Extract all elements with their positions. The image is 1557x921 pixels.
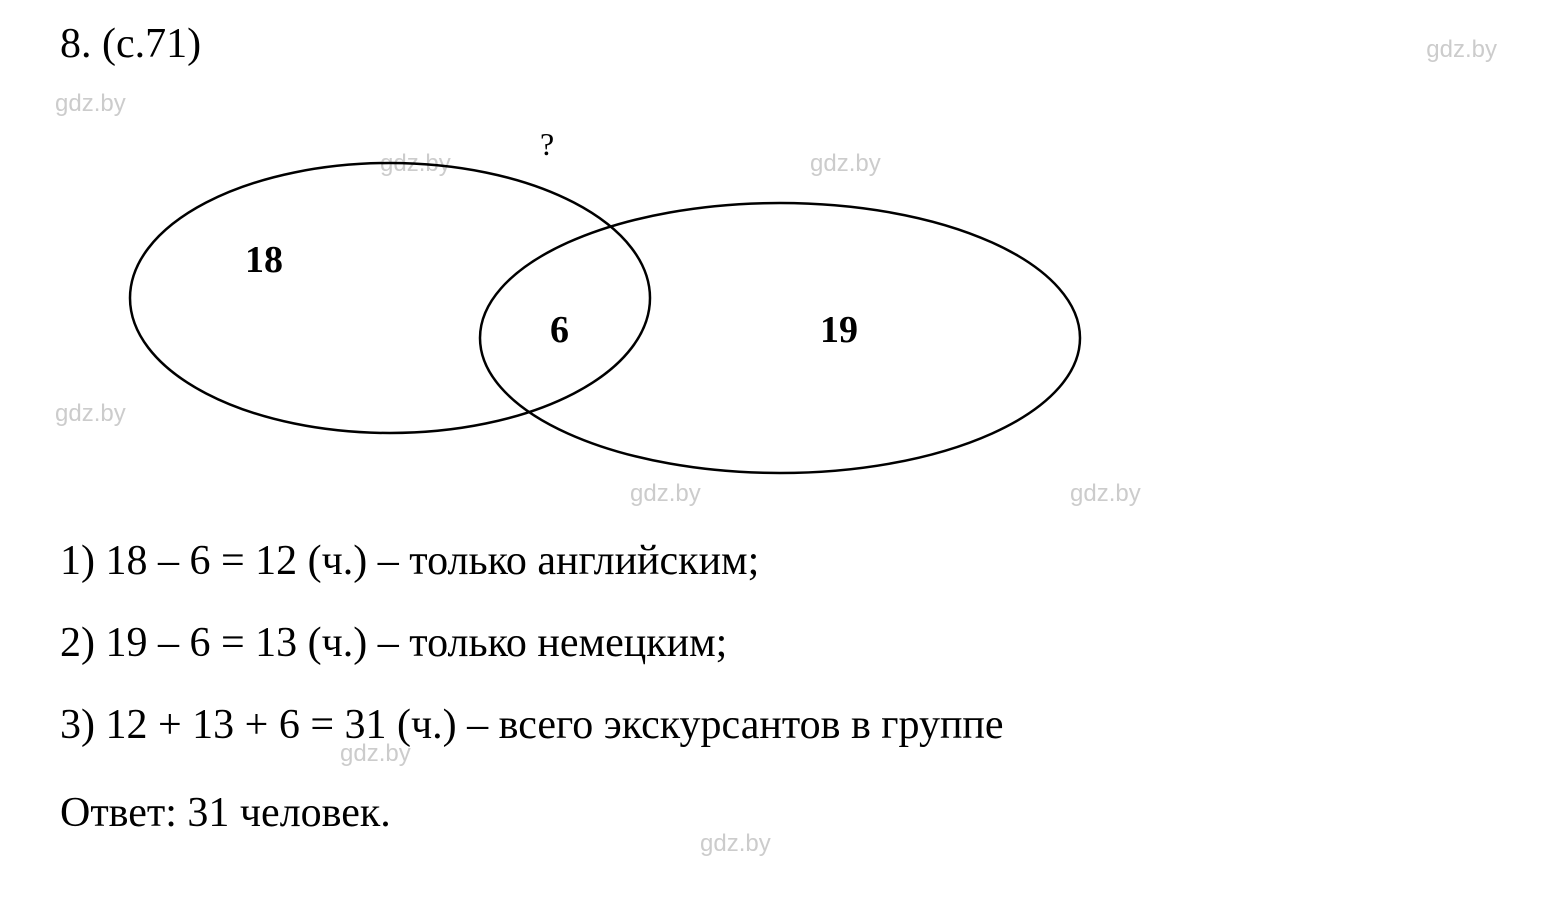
answer-line: Ответ: 31 человек. bbox=[60, 780, 1497, 847]
venn-question-mark: ? bbox=[540, 126, 554, 163]
solution-line-2: 2) 19 – 6 = 13 (ч.) – только немецким; bbox=[60, 610, 1497, 677]
venn-center-value: 6 bbox=[550, 308, 569, 352]
venn-right-value: 19 bbox=[820, 308, 858, 352]
solution-line-3: 3) 12 + 13 + 6 = 31 (ч.) – всего экскурс… bbox=[60, 692, 1497, 759]
venn-diagram: ? 18 6 19 bbox=[100, 108, 1200, 488]
venn-left-value: 18 bbox=[245, 238, 283, 282]
venn-ellipse-left bbox=[130, 163, 650, 433]
problem-number: 8. (с.71) bbox=[60, 20, 201, 68]
watermark: gdz.by bbox=[340, 740, 411, 768]
venn-svg bbox=[100, 108, 1200, 488]
venn-ellipse-right bbox=[480, 203, 1080, 473]
solution-line-1: 1) 18 – 6 = 12 (ч.) – только английским; bbox=[60, 528, 1497, 595]
solution-block: 1) 18 – 6 = 12 (ч.) – только английским;… bbox=[60, 528, 1497, 847]
watermark-top-right: gdz.by bbox=[1426, 36, 1497, 64]
watermark: gdz.by bbox=[700, 830, 771, 858]
